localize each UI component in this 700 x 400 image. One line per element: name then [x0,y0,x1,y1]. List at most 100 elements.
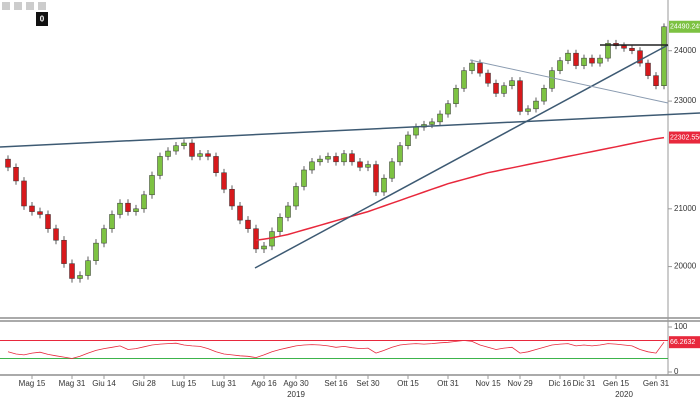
x-tick-label: Giu 28 [132,379,156,388]
candle-body [525,108,531,112]
year-label: 2019 [287,390,305,399]
ma-label-box [669,131,700,144]
candle-body [85,260,91,276]
tool-icon[interactable] [2,2,10,10]
candle-body [437,113,443,123]
candle-body [389,161,395,179]
candle-body [13,167,19,182]
candle-body [637,50,643,64]
toolbar: 0 [2,2,48,26]
candle-body [309,161,315,171]
candle-body [21,180,27,207]
candle-body [101,228,107,244]
candle-body [165,150,171,157]
candle-body [397,145,403,163]
candle-body [541,88,547,102]
candle-body [653,75,659,86]
candle-body [149,175,155,196]
trend-lines [0,44,700,269]
candle-body [221,172,227,190]
plot [0,23,668,359]
candle-body [125,202,131,212]
candle-body [317,158,323,163]
oscillator-label-box [669,336,700,349]
x-tick-label: Gen 15 [603,379,630,388]
trend-line [0,112,700,148]
candle-body [485,72,491,84]
candle-body [341,153,347,163]
year-label: 2020 [615,390,633,399]
candle-body [533,100,539,110]
candle-body [373,164,379,193]
candle-body [157,156,163,176]
candle-body [197,153,203,157]
candle-body [365,164,371,168]
badge-box [36,12,48,26]
tool-icon[interactable] [26,2,34,10]
trend-line [254,44,669,269]
candle-body [77,275,83,279]
candle-body [93,242,99,261]
y-tick-label: 0 [674,367,679,376]
candle-body [645,62,651,76]
x-tick-label: Giu 14 [92,379,116,388]
candle-body [621,45,627,49]
candle-body [413,126,419,136]
candle-body [293,186,299,207]
x-tick-label: Lug 31 [212,379,237,388]
candle-body [357,161,363,168]
candle-body [501,85,507,94]
candle-body [589,57,595,64]
candle-body [597,57,603,64]
tool-icon[interactable] [14,2,22,10]
candle-body [189,142,195,157]
candle-body [237,205,243,221]
x-tick-label: Nov 29 [507,379,533,388]
candle-body [285,205,291,218]
x-tick-label: Nov 15 [475,379,501,388]
candle-body [469,62,475,71]
x-tick-label: Set 16 [324,379,348,388]
candle-body [245,219,251,229]
candle-body [661,26,667,86]
x-tick-label: Ott 31 [437,379,459,388]
candle-body [509,80,515,86]
candle-body [493,82,499,94]
candle-body [133,208,139,212]
x-tick-label: Dic 16 [549,379,572,388]
candle-body [61,239,67,264]
ma-label: 22302.5563 [670,134,700,141]
trend-line [469,59,669,104]
tool-icon[interactable] [38,2,46,10]
candle-body [261,245,267,250]
y-tick-label: 20000 [674,262,697,271]
candle-body [141,194,147,210]
candle-body [381,177,387,193]
moving-average [255,136,665,241]
x-tick-label: Mag 31 [59,379,86,388]
candle-body [573,52,579,66]
axis-labels: 20000 21000 23000 24000 0 100 24490.2496 22302.… [19,20,700,399]
candle-body [461,70,467,89]
candle-body [205,153,211,157]
badge: 0 [40,15,45,24]
x-tick-label: Mag 15 [19,379,46,388]
candle-body [333,156,339,163]
candle-body [517,80,523,112]
candle-body [629,47,635,51]
candle-body [581,57,587,66]
x-tick-label: Ago 16 [251,379,277,388]
candle-body [477,62,483,74]
candle-body [445,103,451,115]
candle-body [549,70,555,89]
oscillator-label: 66.2632 [670,339,695,346]
candle-body [5,158,11,168]
x-tick-label: Lug 15 [172,379,197,388]
x-tick-label: Ago 30 [283,379,309,388]
x-tick-label: Ott 15 [397,379,419,388]
candle-body [565,52,571,61]
candle-body [181,142,187,146]
x-tick-label: Dic 31 [573,379,596,388]
candle-body [253,228,259,250]
